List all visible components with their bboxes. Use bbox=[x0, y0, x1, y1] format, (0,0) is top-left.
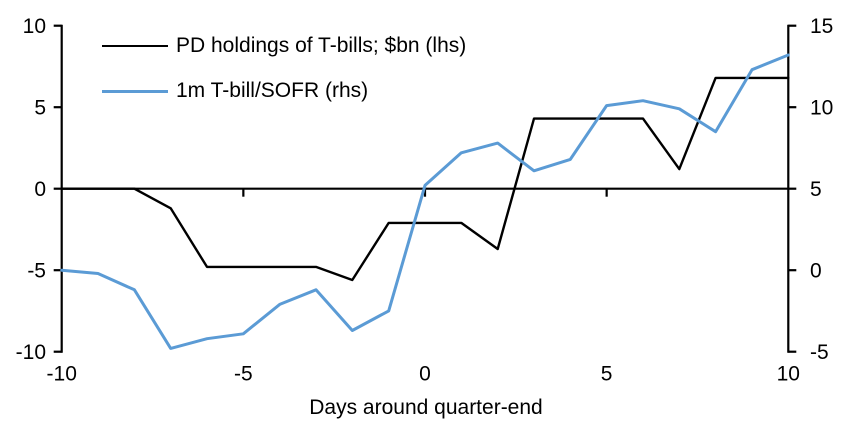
y-axis-right-tick-label: 10 bbox=[810, 97, 833, 120]
series-line-0 bbox=[60, 76, 790, 282]
y-axis-left-tick-label: -10 bbox=[16, 341, 46, 364]
series-line-1 bbox=[60, 53, 790, 350]
x-axis-tick-label: -10 bbox=[47, 363, 77, 386]
legend: PD holdings of T-bills; $bn (lhs) 1m T-b… bbox=[102, 33, 466, 104]
legend-line-sample-blue bbox=[102, 89, 168, 93]
legend-item-pd-holdings: PD holdings of T-bills; $bn (lhs) bbox=[102, 33, 466, 59]
x-axis-tick-label: -5 bbox=[234, 363, 253, 386]
legend-item-tbill-sofr: 1m T-bill/SOFR (rhs) bbox=[102, 78, 466, 104]
y-axis-left-tick-label: 0 bbox=[34, 178, 46, 201]
y-axis-left-tick-label: -5 bbox=[27, 260, 46, 283]
y-axis-right-tick-label: 0 bbox=[810, 260, 822, 283]
y-axis-left-tick-label: 5 bbox=[34, 97, 46, 120]
x-axis-tick-label: 10 bbox=[777, 363, 800, 386]
x-axis-tick-label: 0 bbox=[419, 363, 431, 386]
legend-line-sample-black bbox=[102, 44, 168, 48]
y-axis-right-tick-label: 15 bbox=[810, 15, 833, 38]
x-axis-title: Days around quarter-end bbox=[309, 396, 543, 419]
y-axis-left-tick-label: 10 bbox=[23, 15, 46, 38]
legend-label: 1m T-bill/SOFR (rhs) bbox=[176, 79, 369, 102]
x-axis-tick-label: 5 bbox=[601, 363, 613, 386]
y-axis-right-tick-label: -5 bbox=[810, 341, 829, 364]
y-axis-right-tick-label: 5 bbox=[810, 178, 822, 201]
legend-label: PD holdings of T-bills; $bn (lhs) bbox=[176, 34, 467, 57]
